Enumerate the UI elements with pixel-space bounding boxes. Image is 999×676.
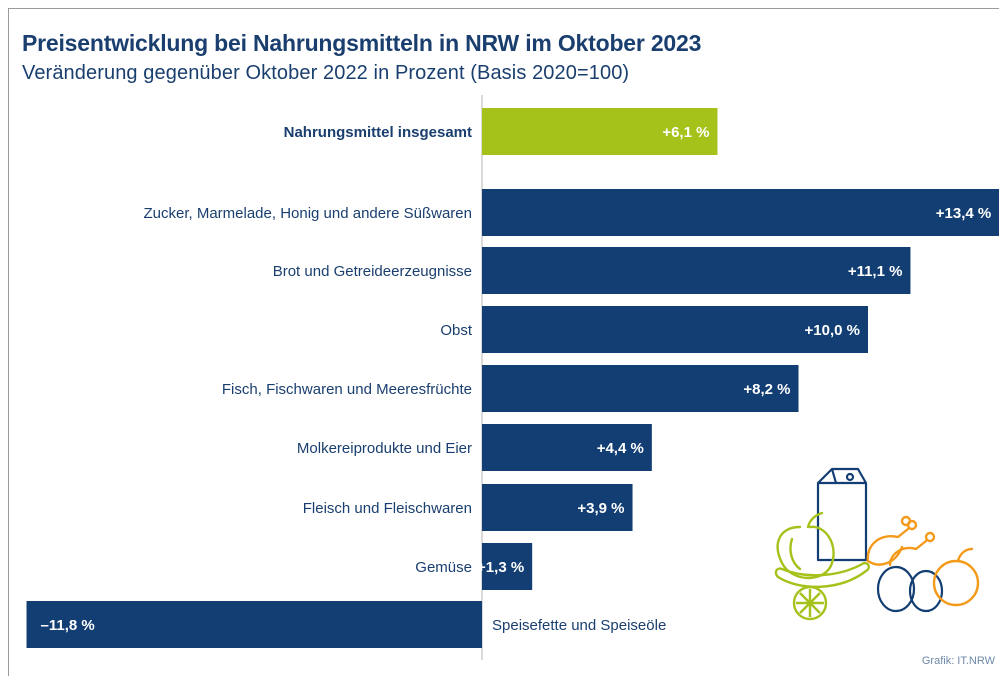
lime-icon xyxy=(792,585,828,621)
category-label: Nahrungsmittel insgesamt xyxy=(284,124,472,141)
category-label: Fisch, Fischwaren und Meeresfrüchte xyxy=(222,381,472,398)
category-label: Zucker, Marmelade, Honig und andere Süßw… xyxy=(143,205,472,222)
value-label: +13,4 % xyxy=(936,205,991,222)
pepper-icon xyxy=(776,511,835,580)
value-label: +1,3 % xyxy=(477,559,524,576)
chart-title: Preisentwicklung bei Nahrungsmitteln in … xyxy=(22,30,702,56)
category-label: Speisefette und Speiseöle xyxy=(492,617,666,634)
bar xyxy=(482,484,633,531)
bar xyxy=(26,601,483,648)
frame-border-left xyxy=(8,8,9,676)
value-label: +8,2 % xyxy=(743,381,790,398)
bar xyxy=(482,543,533,590)
value-label: +6,1 % xyxy=(662,124,709,141)
chicken-leg-icon-2 xyxy=(888,531,936,567)
orange-icon xyxy=(932,547,980,607)
milk-carton-icon xyxy=(816,467,868,562)
value-label: +11,1 % xyxy=(848,263,903,280)
category-label: Obst xyxy=(440,322,473,339)
chart-subtitle: Veränderung gegenüber Oktober 2022 in Pr… xyxy=(22,62,630,84)
category-label: Fleisch und Fleischwaren xyxy=(303,500,472,517)
frame-border-top xyxy=(8,8,999,9)
source-credit: Grafik: IT.NRW xyxy=(921,655,995,667)
cucumber-icon xyxy=(774,561,870,588)
category-label: Brot und Getreideerzeugnisse xyxy=(273,263,472,280)
value-label: +3,9 % xyxy=(577,500,624,517)
category-label: Gemüse xyxy=(415,559,472,576)
eggs-icon xyxy=(876,565,944,613)
bar xyxy=(482,189,999,236)
value-label: +10,0 % xyxy=(805,322,860,339)
bar xyxy=(482,247,911,294)
bar xyxy=(482,365,799,412)
bar xyxy=(482,306,868,353)
bar xyxy=(482,424,652,471)
groceries-illustration xyxy=(774,467,980,621)
value-label: +4,4 % xyxy=(597,440,644,457)
category-label: Molkereiprodukte und Eier xyxy=(297,440,472,457)
bar xyxy=(482,108,718,155)
value-label: –11,8 % xyxy=(41,617,95,634)
